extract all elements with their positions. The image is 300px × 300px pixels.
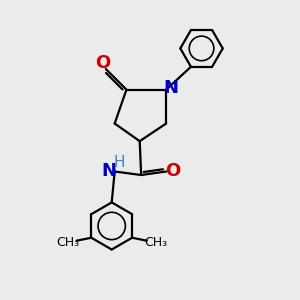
Text: CH₃: CH₃ [56, 236, 79, 249]
Text: H: H [113, 155, 125, 170]
Text: CH₃: CH₃ [144, 236, 167, 249]
Text: N: N [101, 162, 116, 180]
Text: O: O [165, 163, 180, 181]
Text: N: N [163, 79, 178, 97]
Text: O: O [95, 53, 110, 71]
